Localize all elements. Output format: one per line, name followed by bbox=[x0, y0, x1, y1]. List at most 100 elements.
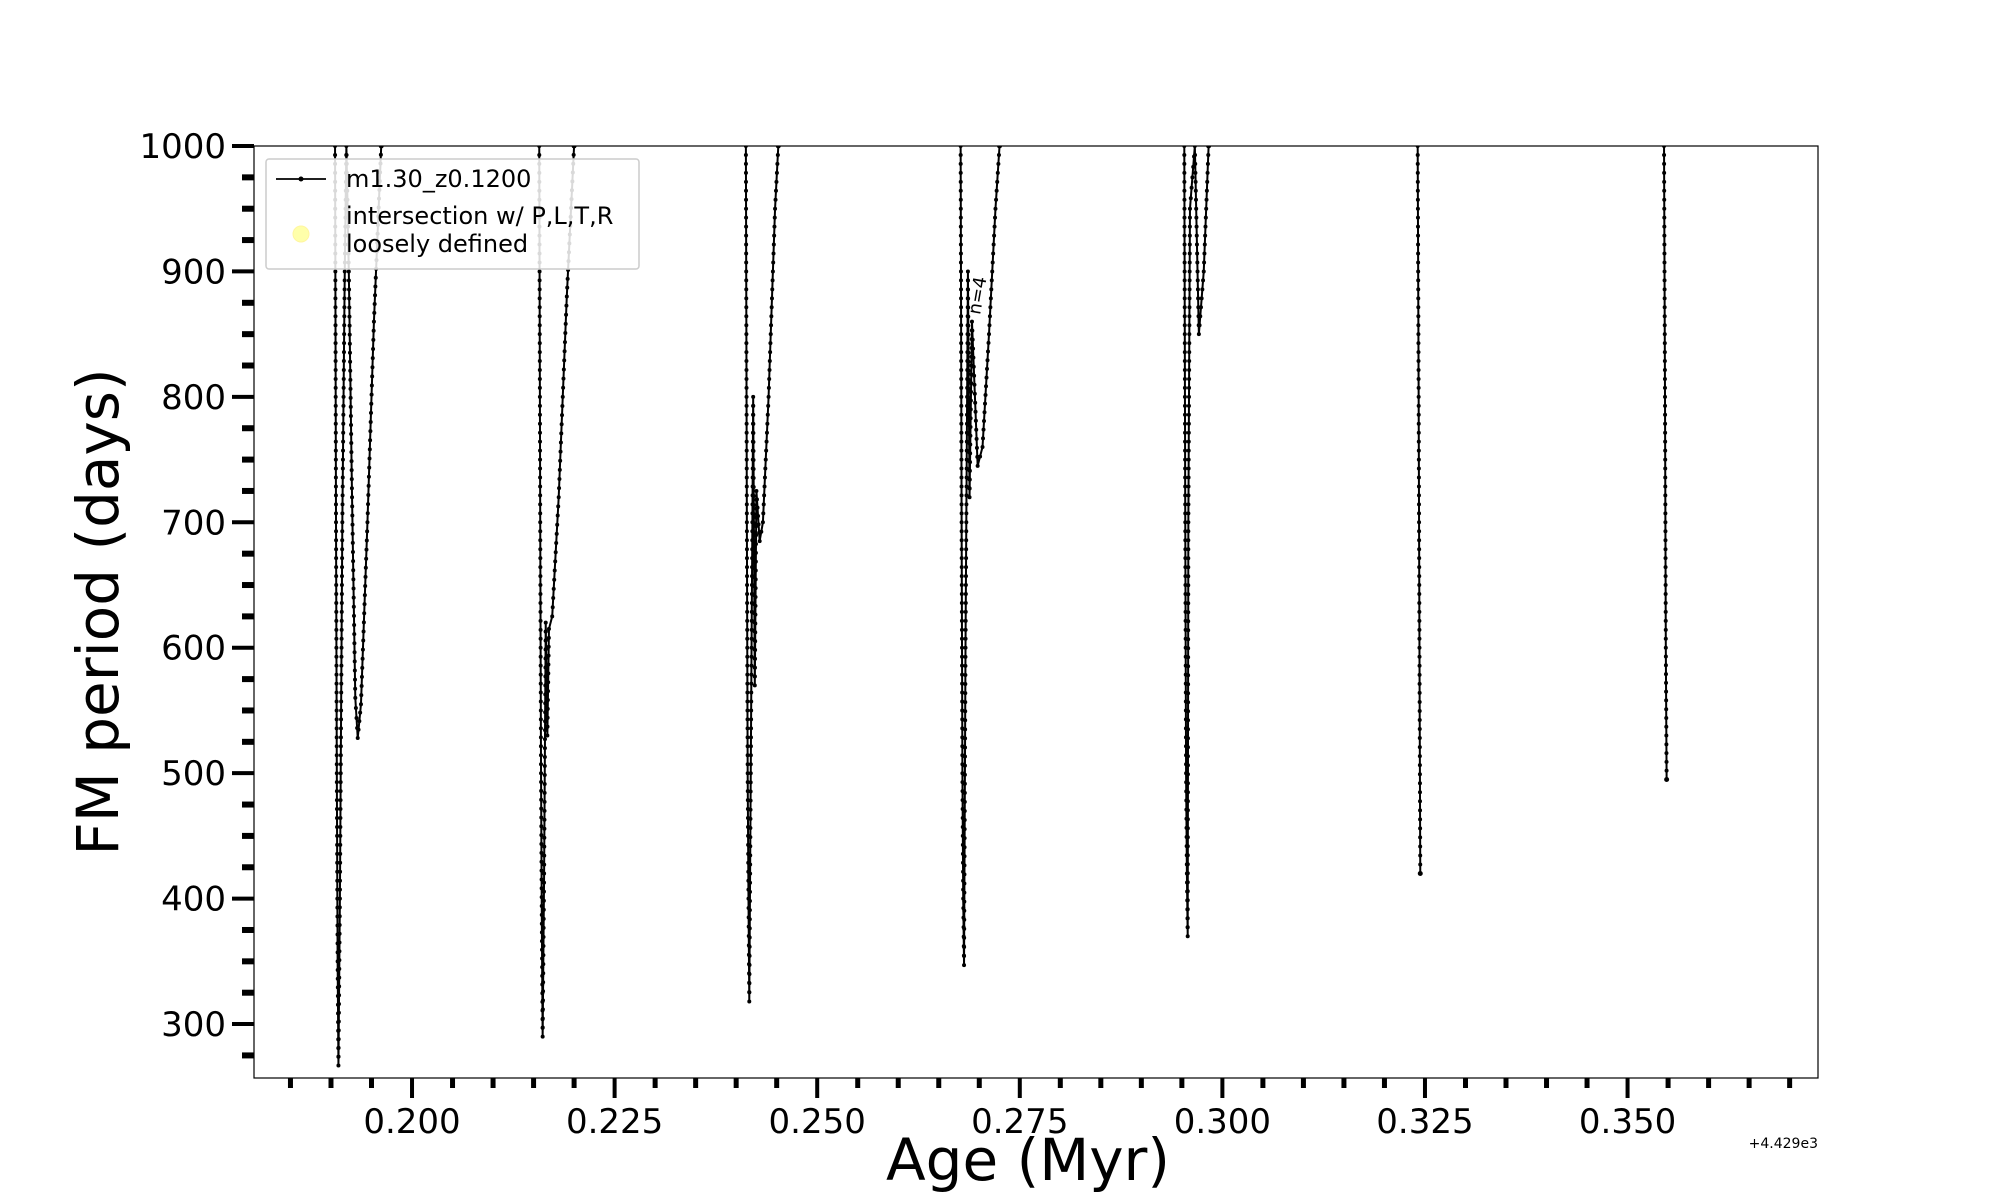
series-point bbox=[333, 376, 338, 381]
x-tick-label: 0.200 bbox=[363, 1102, 460, 1142]
series-point bbox=[1662, 296, 1667, 301]
series-point bbox=[339, 699, 344, 704]
series-point bbox=[338, 807, 343, 812]
series-point bbox=[537, 305, 542, 310]
series-point bbox=[341, 448, 346, 453]
series-point bbox=[538, 717, 543, 722]
series-point bbox=[972, 382, 977, 387]
series-point bbox=[565, 276, 570, 281]
series-point bbox=[361, 620, 366, 625]
series-point bbox=[537, 323, 542, 328]
series-point bbox=[347, 305, 352, 310]
series-point bbox=[963, 627, 968, 632]
series-point bbox=[1417, 690, 1422, 695]
series-point bbox=[744, 260, 749, 265]
series-point bbox=[745, 681, 750, 686]
series-point bbox=[334, 636, 339, 641]
series-point bbox=[1206, 146, 1212, 149]
series-point bbox=[335, 860, 340, 865]
series-point bbox=[348, 395, 353, 400]
series-point bbox=[1183, 466, 1188, 471]
series-point bbox=[1186, 547, 1191, 552]
series-point bbox=[962, 935, 967, 940]
series-point bbox=[1182, 350, 1187, 355]
series-point bbox=[333, 502, 338, 507]
series-point bbox=[1416, 484, 1421, 489]
series-point bbox=[747, 990, 752, 995]
series-point bbox=[537, 385, 542, 390]
series-point bbox=[538, 645, 543, 650]
series-point bbox=[1417, 502, 1421, 507]
series-point bbox=[749, 690, 754, 695]
series-point bbox=[966, 332, 971, 337]
series-point bbox=[378, 152, 383, 157]
series-point bbox=[974, 427, 979, 432]
series-point bbox=[558, 440, 563, 445]
series-point bbox=[368, 419, 373, 424]
series-point bbox=[990, 269, 995, 274]
series-point bbox=[751, 485, 756, 490]
series-point bbox=[982, 419, 987, 423]
series-point bbox=[745, 618, 750, 623]
series-point bbox=[341, 368, 346, 372]
series-point bbox=[963, 645, 968, 650]
series-point bbox=[1663, 663, 1668, 668]
series-point bbox=[333, 314, 338, 319]
series-point bbox=[959, 421, 964, 426]
series-point bbox=[1186, 520, 1191, 525]
series-point bbox=[987, 314, 992, 319]
series-point bbox=[540, 1034, 545, 1039]
series-point bbox=[1417, 600, 1422, 605]
series-point bbox=[364, 556, 369, 561]
series-point bbox=[333, 475, 338, 480]
series-point bbox=[542, 853, 547, 858]
series-point bbox=[538, 457, 543, 462]
series-point bbox=[744, 323, 749, 328]
series-point bbox=[542, 746, 547, 751]
series-point bbox=[1417, 699, 1422, 704]
series-point bbox=[1186, 709, 1191, 714]
series-point bbox=[540, 1007, 545, 1012]
series-point bbox=[747, 962, 752, 967]
series-point bbox=[538, 636, 543, 641]
series-point bbox=[747, 889, 752, 894]
series-point bbox=[1416, 475, 1421, 480]
series-point bbox=[539, 904, 544, 908]
series-point bbox=[1187, 260, 1192, 265]
series-point bbox=[971, 355, 976, 360]
series-point bbox=[996, 161, 1001, 166]
series-point bbox=[342, 305, 347, 310]
series-point bbox=[1416, 376, 1421, 381]
series-point bbox=[1417, 645, 1422, 650]
series-point bbox=[341, 412, 346, 417]
series-point bbox=[968, 407, 973, 412]
series-point bbox=[1416, 385, 1421, 390]
series-point bbox=[959, 412, 964, 417]
series-point bbox=[558, 458, 563, 463]
series-point bbox=[767, 376, 772, 381]
series-point bbox=[1183, 448, 1188, 453]
series-point bbox=[751, 403, 756, 408]
series-point bbox=[962, 863, 967, 868]
series-point bbox=[958, 242, 963, 247]
series-point bbox=[1416, 350, 1421, 355]
series-point bbox=[1416, 233, 1421, 238]
series-point bbox=[963, 583, 968, 588]
series-point bbox=[539, 895, 544, 900]
series-point bbox=[1417, 591, 1422, 596]
series-point bbox=[571, 152, 576, 157]
series-point bbox=[1186, 637, 1191, 642]
series-point bbox=[334, 654, 339, 659]
series-point bbox=[539, 877, 544, 882]
series-point bbox=[334, 690, 339, 695]
series-point bbox=[960, 699, 965, 704]
series-point bbox=[339, 654, 344, 659]
series-point bbox=[964, 511, 969, 516]
series-point bbox=[338, 789, 343, 794]
series-point bbox=[333, 484, 338, 489]
series-point bbox=[1183, 439, 1188, 444]
series-point bbox=[538, 744, 543, 749]
series-point bbox=[1187, 394, 1191, 399]
x-axis-label: Age (Myr) bbox=[886, 1126, 1170, 1194]
series-point bbox=[1662, 350, 1667, 355]
